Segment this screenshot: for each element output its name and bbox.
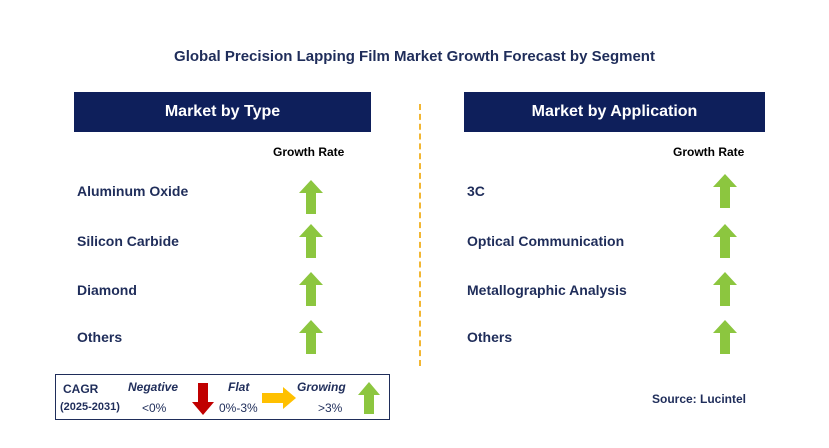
type-item-label: Others — [77, 329, 123, 345]
legend-negative-label: Negative — [128, 380, 179, 394]
growing-arrow-icon — [299, 272, 323, 306]
growing-arrow-icon — [358, 382, 380, 414]
growing-arrow-icon — [713, 224, 737, 258]
type-growth-rate-label: Growth Rate — [273, 145, 345, 159]
flat-arrow-icon — [262, 387, 296, 409]
application-panel-header: Market by Application — [464, 92, 765, 132]
application-item-label: Metallographic Analysis — [467, 282, 627, 298]
legend-flat-label: Flat — [228, 380, 250, 394]
panel-divider — [419, 104, 421, 366]
growing-arrow-icon — [713, 174, 737, 208]
type-item-label: Diamond — [77, 282, 137, 298]
type-item-label: Aluminum Oxide — [77, 183, 189, 199]
negative-arrow-icon — [192, 383, 214, 415]
page-title: Global Precision Lapping Film Market Gro… — [174, 48, 655, 65]
legend-cagr-label: CAGR — [63, 382, 99, 396]
application-item-label: 3C — [467, 183, 485, 199]
type-panel-header: Market by Type — [74, 92, 371, 132]
growing-arrow-icon — [713, 272, 737, 306]
growing-arrow-icon — [299, 320, 323, 354]
legend-period: (2025-2031) — [60, 401, 120, 413]
legend-growing-range: >3% — [318, 401, 343, 415]
legend-negative-range: <0% — [142, 401, 167, 415]
legend-growing-label: Growing — [297, 380, 346, 394]
growing-arrow-icon — [713, 320, 737, 354]
source-note: Source: Lucintel — [652, 392, 747, 406]
growing-arrow-icon — [299, 224, 323, 258]
type-item-label: Silicon Carbide — [77, 233, 179, 249]
legend-flat-range: 0%-3% — [219, 401, 258, 415]
application-growth-rate-label: Growth Rate — [673, 145, 745, 159]
cagr-legend: CAGR (2025-2031) Negative <0% Flat 0%-3%… — [55, 374, 390, 420]
application-item-label: Optical Communication — [467, 233, 625, 249]
growing-arrow-icon — [299, 180, 323, 214]
application-item-label: Others — [467, 329, 513, 345]
